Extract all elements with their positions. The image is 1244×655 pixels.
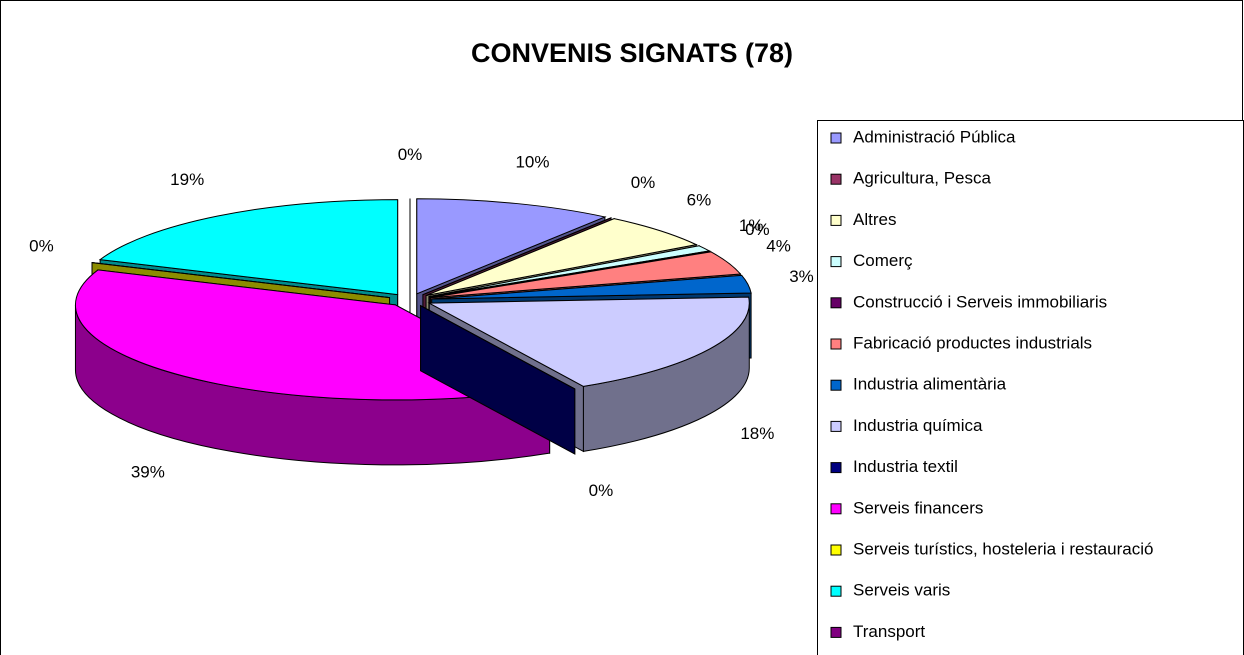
- legend-swatch: [830, 173, 842, 185]
- slice: [427, 296, 750, 387]
- data-label: 0%: [29, 236, 54, 255]
- legend-label: Altres: [853, 210, 896, 229]
- legend-swatch: [830, 420, 842, 432]
- legend-label: Construcció i Serveis immobiliaris: [853, 292, 1107, 311]
- legend-swatch: [830, 214, 842, 226]
- legend-swatch: [830, 379, 842, 391]
- data-label: 3%: [789, 267, 814, 286]
- legend-swatch: [830, 503, 842, 515]
- data-label: 19%: [170, 170, 204, 189]
- slice: [430, 251, 742, 299]
- legend-label: Industria alimentària: [853, 375, 1007, 394]
- data-label: 6%: [687, 191, 712, 210]
- legend-label: Agricultura, Pesca: [853, 169, 991, 188]
- data-label: 0%: [631, 173, 656, 192]
- legend-swatch: [830, 626, 842, 638]
- slice: [425, 218, 698, 297]
- slice: [416, 198, 607, 295]
- legend-label: Serveis varis: [853, 581, 950, 600]
- slice: [98, 199, 399, 296]
- legend-label: Serveis turístics, hosteleria i restaura…: [853, 539, 1153, 558]
- legend-swatch: [830, 256, 842, 268]
- legend-label: Fabricació productes industrials: [853, 333, 1092, 352]
- legend-swatch: [830, 544, 842, 556]
- data-label: 0%: [398, 145, 423, 164]
- legend-label: Industria textil: [853, 457, 958, 476]
- legend-label: Serveis financers: [853, 498, 983, 517]
- legend-swatch: [830, 297, 842, 309]
- data-label: 0%: [589, 481, 614, 500]
- data-label: 1%: [739, 216, 764, 235]
- data-label: 10%: [515, 152, 549, 171]
- legend-swatch: [830, 462, 842, 474]
- data-label: 4%: [766, 236, 791, 255]
- slice: [431, 274, 752, 300]
- legend-swatch: [830, 585, 842, 597]
- data-label: 18%: [740, 424, 774, 443]
- legend-swatch: [830, 338, 842, 350]
- legend-label: Administració Pública: [853, 127, 1016, 146]
- legend-box: [817, 120, 1244, 655]
- data-label: 39%: [131, 463, 165, 482]
- data-label: 0%: [745, 220, 770, 239]
- legend-label: Industria química: [853, 416, 983, 435]
- pie: [74, 198, 752, 466]
- legend-label: Comerç: [853, 251, 913, 270]
- chart-title: CONVENIS SIGNATS (78): [471, 38, 793, 68]
- legend-label: Transport: [853, 622, 925, 641]
- legend-swatch: [830, 132, 842, 144]
